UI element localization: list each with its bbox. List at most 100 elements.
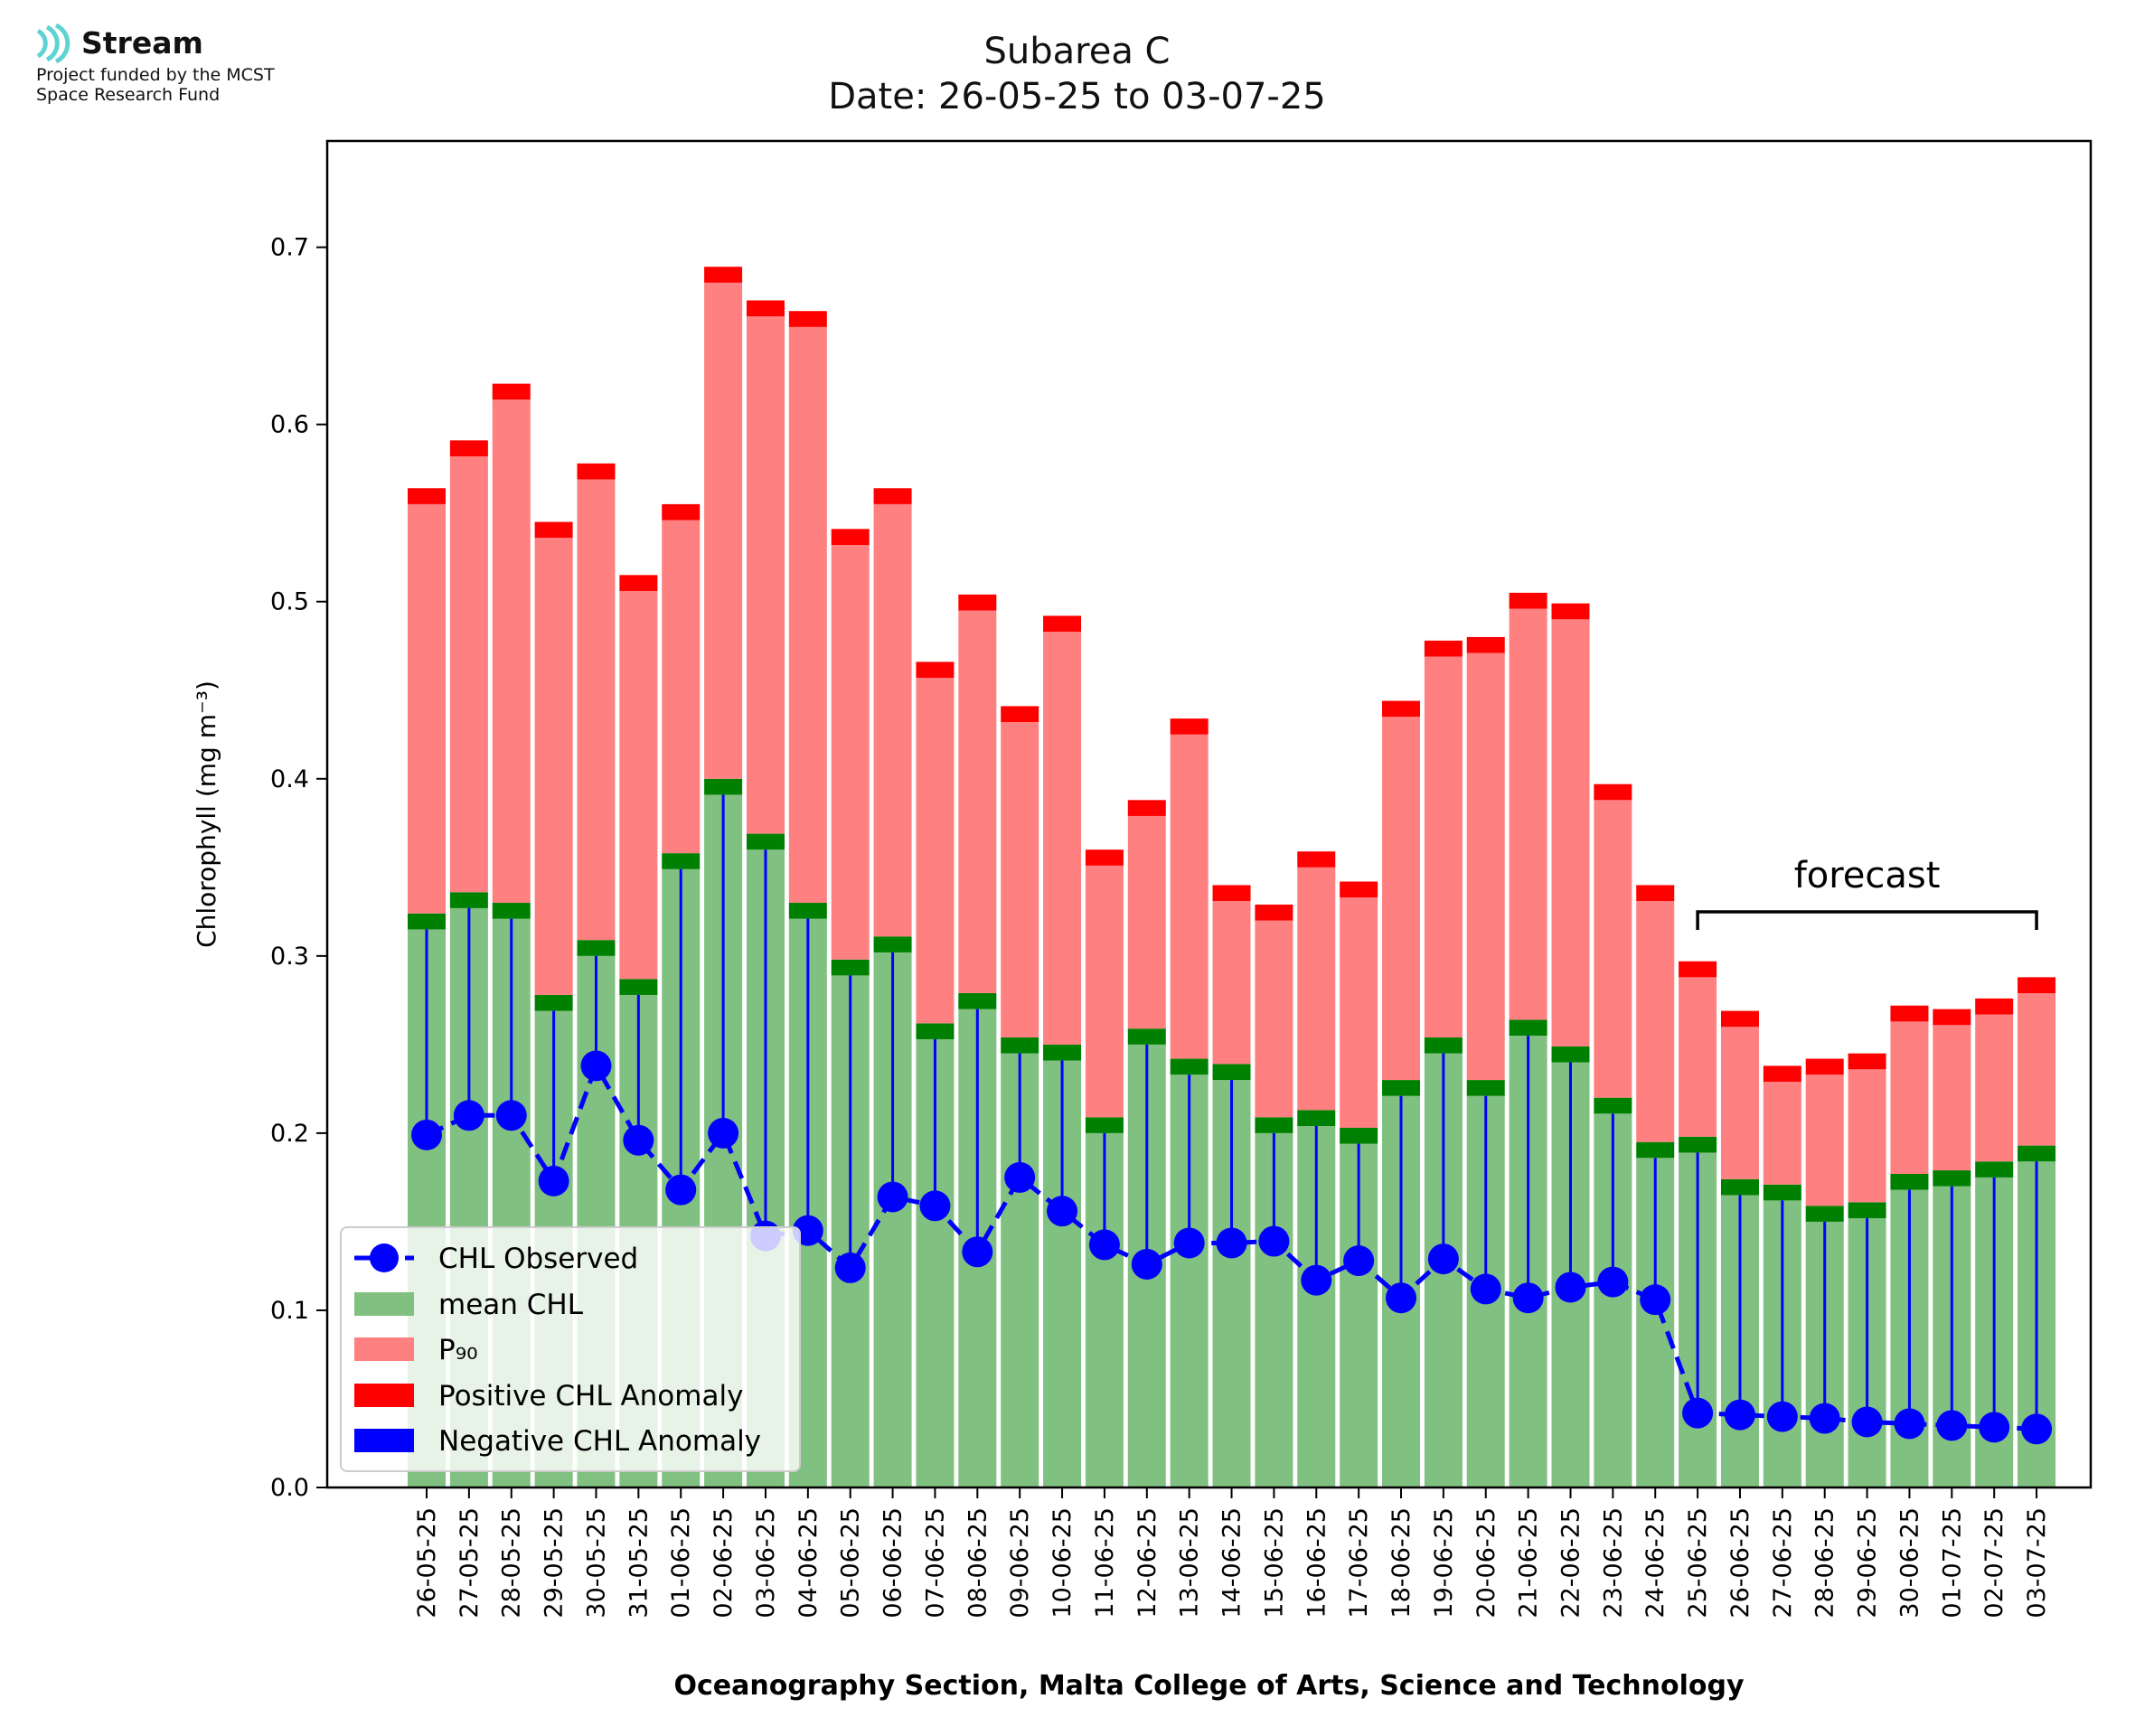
mean-chl-top-band <box>1551 1046 1590 1063</box>
p90-top-band <box>1805 1058 1844 1075</box>
p90-top-band <box>1509 592 1547 609</box>
bars-group <box>408 267 2056 1487</box>
stream-logo: Stream Project funded by the MCST Space … <box>34 22 333 121</box>
mean-chl-top-band <box>1212 1064 1251 1081</box>
chl-observed-point <box>1088 1229 1120 1261</box>
x-tick-label: 30-06-25 <box>1895 1507 1924 1619</box>
p90-bar <box>1636 901 1675 1142</box>
p90-bar <box>1340 897 1378 1129</box>
p90-top-band <box>1297 851 1336 868</box>
x-tick-label: 29-06-25 <box>1854 1507 1882 1619</box>
logo-name: Stream <box>81 25 203 61</box>
p90-bar <box>1679 977 1717 1137</box>
p90-bar <box>1720 1027 1759 1179</box>
x-tick-label: 07-06-25 <box>921 1507 949 1619</box>
mean-chl-top-band <box>1382 1080 1421 1096</box>
x-tick-label: 05-06-25 <box>837 1507 865 1619</box>
p90-top-band <box>1848 1053 1886 1070</box>
p90-top-band <box>1085 849 1124 866</box>
mean-chl-top-band <box>408 913 446 930</box>
chl-observed-point <box>665 1174 697 1206</box>
x-tick-label: 27-06-25 <box>1769 1507 1797 1619</box>
mean-chl-top-band <box>619 979 658 995</box>
mean-chl-top-band <box>916 1023 955 1039</box>
mean-chl-top-band <box>2018 1145 2056 1162</box>
p90-bar <box>449 455 488 893</box>
p90-top-band <box>1720 1010 1759 1028</box>
p90-bar <box>1001 722 1039 1038</box>
x-tick-label: 19-06-25 <box>1430 1507 1458 1619</box>
x-tick-label: 08-06-25 <box>964 1507 992 1619</box>
p90-top-band <box>1975 998 2014 1015</box>
logo-funding-line-1: Project funded by the MCST <box>36 65 275 85</box>
mean-chl-top-band <box>1679 1136 1717 1153</box>
chl-observed-point <box>919 1190 951 1222</box>
stream-waves-icon <box>36 23 71 64</box>
p90-bar <box>1763 1082 1801 1185</box>
p90-bar <box>619 590 658 980</box>
x-tick-label: 24-06-25 <box>1641 1507 1670 1619</box>
p90-top-band <box>704 267 743 283</box>
chl-observed-point <box>1301 1264 1332 1296</box>
mean-chl-top-band <box>873 936 912 952</box>
legend-negative-swatch <box>354 1429 414 1452</box>
chl-observed-point <box>453 1100 484 1131</box>
y-tick-label: 0.1 <box>270 1297 309 1325</box>
legend-entry-label: Positive CHL Anomaly <box>438 1380 743 1412</box>
chl-observed-point <box>538 1165 569 1196</box>
legend-entry-label: P₉₀ <box>438 1334 478 1366</box>
p90-bar <box>704 282 743 779</box>
x-tick-label: 31-05-25 <box>625 1507 653 1619</box>
mean-chl-top-band <box>1763 1184 1801 1201</box>
p90-top-band <box>534 521 573 539</box>
mean-chl-top-band <box>958 993 997 1009</box>
p90-bar <box>1424 656 1463 1038</box>
p90-bar <box>1890 1021 1929 1174</box>
x-tick-label: 22-06-25 <box>1557 1507 1585 1619</box>
x-tick-label: 01-06-25 <box>667 1507 695 1619</box>
legend-entry-label: mean CHL <box>438 1289 584 1321</box>
x-tick-label: 27-05-25 <box>456 1507 484 1619</box>
p90-bar <box>873 503 912 937</box>
mean-chl-top-band <box>1933 1170 1971 1187</box>
x-tick-label: 28-05-25 <box>498 1507 526 1619</box>
p90-top-band <box>746 300 785 317</box>
p90-top-band <box>1594 784 1632 801</box>
chl-observed-point <box>1173 1227 1205 1259</box>
x-tick-label: 01-07-25 <box>1938 1507 1966 1619</box>
p90-bar <box>1805 1074 1844 1206</box>
mean-chl-top-band <box>1509 1019 1547 1037</box>
chl-observed-point <box>1724 1399 1755 1431</box>
x-tick-label: 15-06-25 <box>1260 1507 1288 1619</box>
chl-observed-point <box>1343 1245 1375 1277</box>
mean-chl-top-band <box>534 994 573 1011</box>
legend: CHL Observed mean CHL P₉₀ Positive CHL Anom… <box>340 1226 801 1472</box>
mean-chl-top-band <box>1594 1097 1632 1114</box>
chl-observed-point <box>1004 1161 1036 1193</box>
x-tick-label: 02-07-25 <box>1980 1507 2008 1619</box>
x-tick-label: 28-06-25 <box>1811 1507 1839 1619</box>
chl-observed-point <box>1640 1284 1671 1316</box>
p90-bar <box>1382 717 1421 1081</box>
p90-top-band <box>1127 800 1166 816</box>
chl-observed-point <box>411 1119 442 1150</box>
mean-chl-top-band <box>662 853 701 869</box>
p90-top-band <box>873 488 912 504</box>
x-tick-label: 25-06-25 <box>1684 1507 1712 1619</box>
y-tick-label: 0.7 <box>270 234 309 262</box>
p90-bar <box>1170 734 1209 1059</box>
p90-bar <box>788 326 827 904</box>
legend-p90-swatch <box>354 1337 414 1361</box>
x-tick-label: 03-06-25 <box>752 1507 780 1619</box>
p90-bar <box>577 479 616 941</box>
x-tick-label: 23-06-25 <box>1599 1507 1627 1619</box>
x-tick-label: 11-06-25 <box>1091 1507 1119 1619</box>
chl-observed-point <box>1597 1266 1629 1298</box>
mean-chl-top-band <box>831 959 870 976</box>
x-tick-label: 13-06-25 <box>1176 1507 1204 1619</box>
x-tick-label: 17-06-25 <box>1345 1507 1373 1619</box>
chl-observed-point <box>1512 1282 1544 1314</box>
x-tick-label: 12-06-25 <box>1133 1507 1162 1619</box>
p90-top-band <box>788 311 827 327</box>
mean-chl-top-band <box>788 903 827 919</box>
